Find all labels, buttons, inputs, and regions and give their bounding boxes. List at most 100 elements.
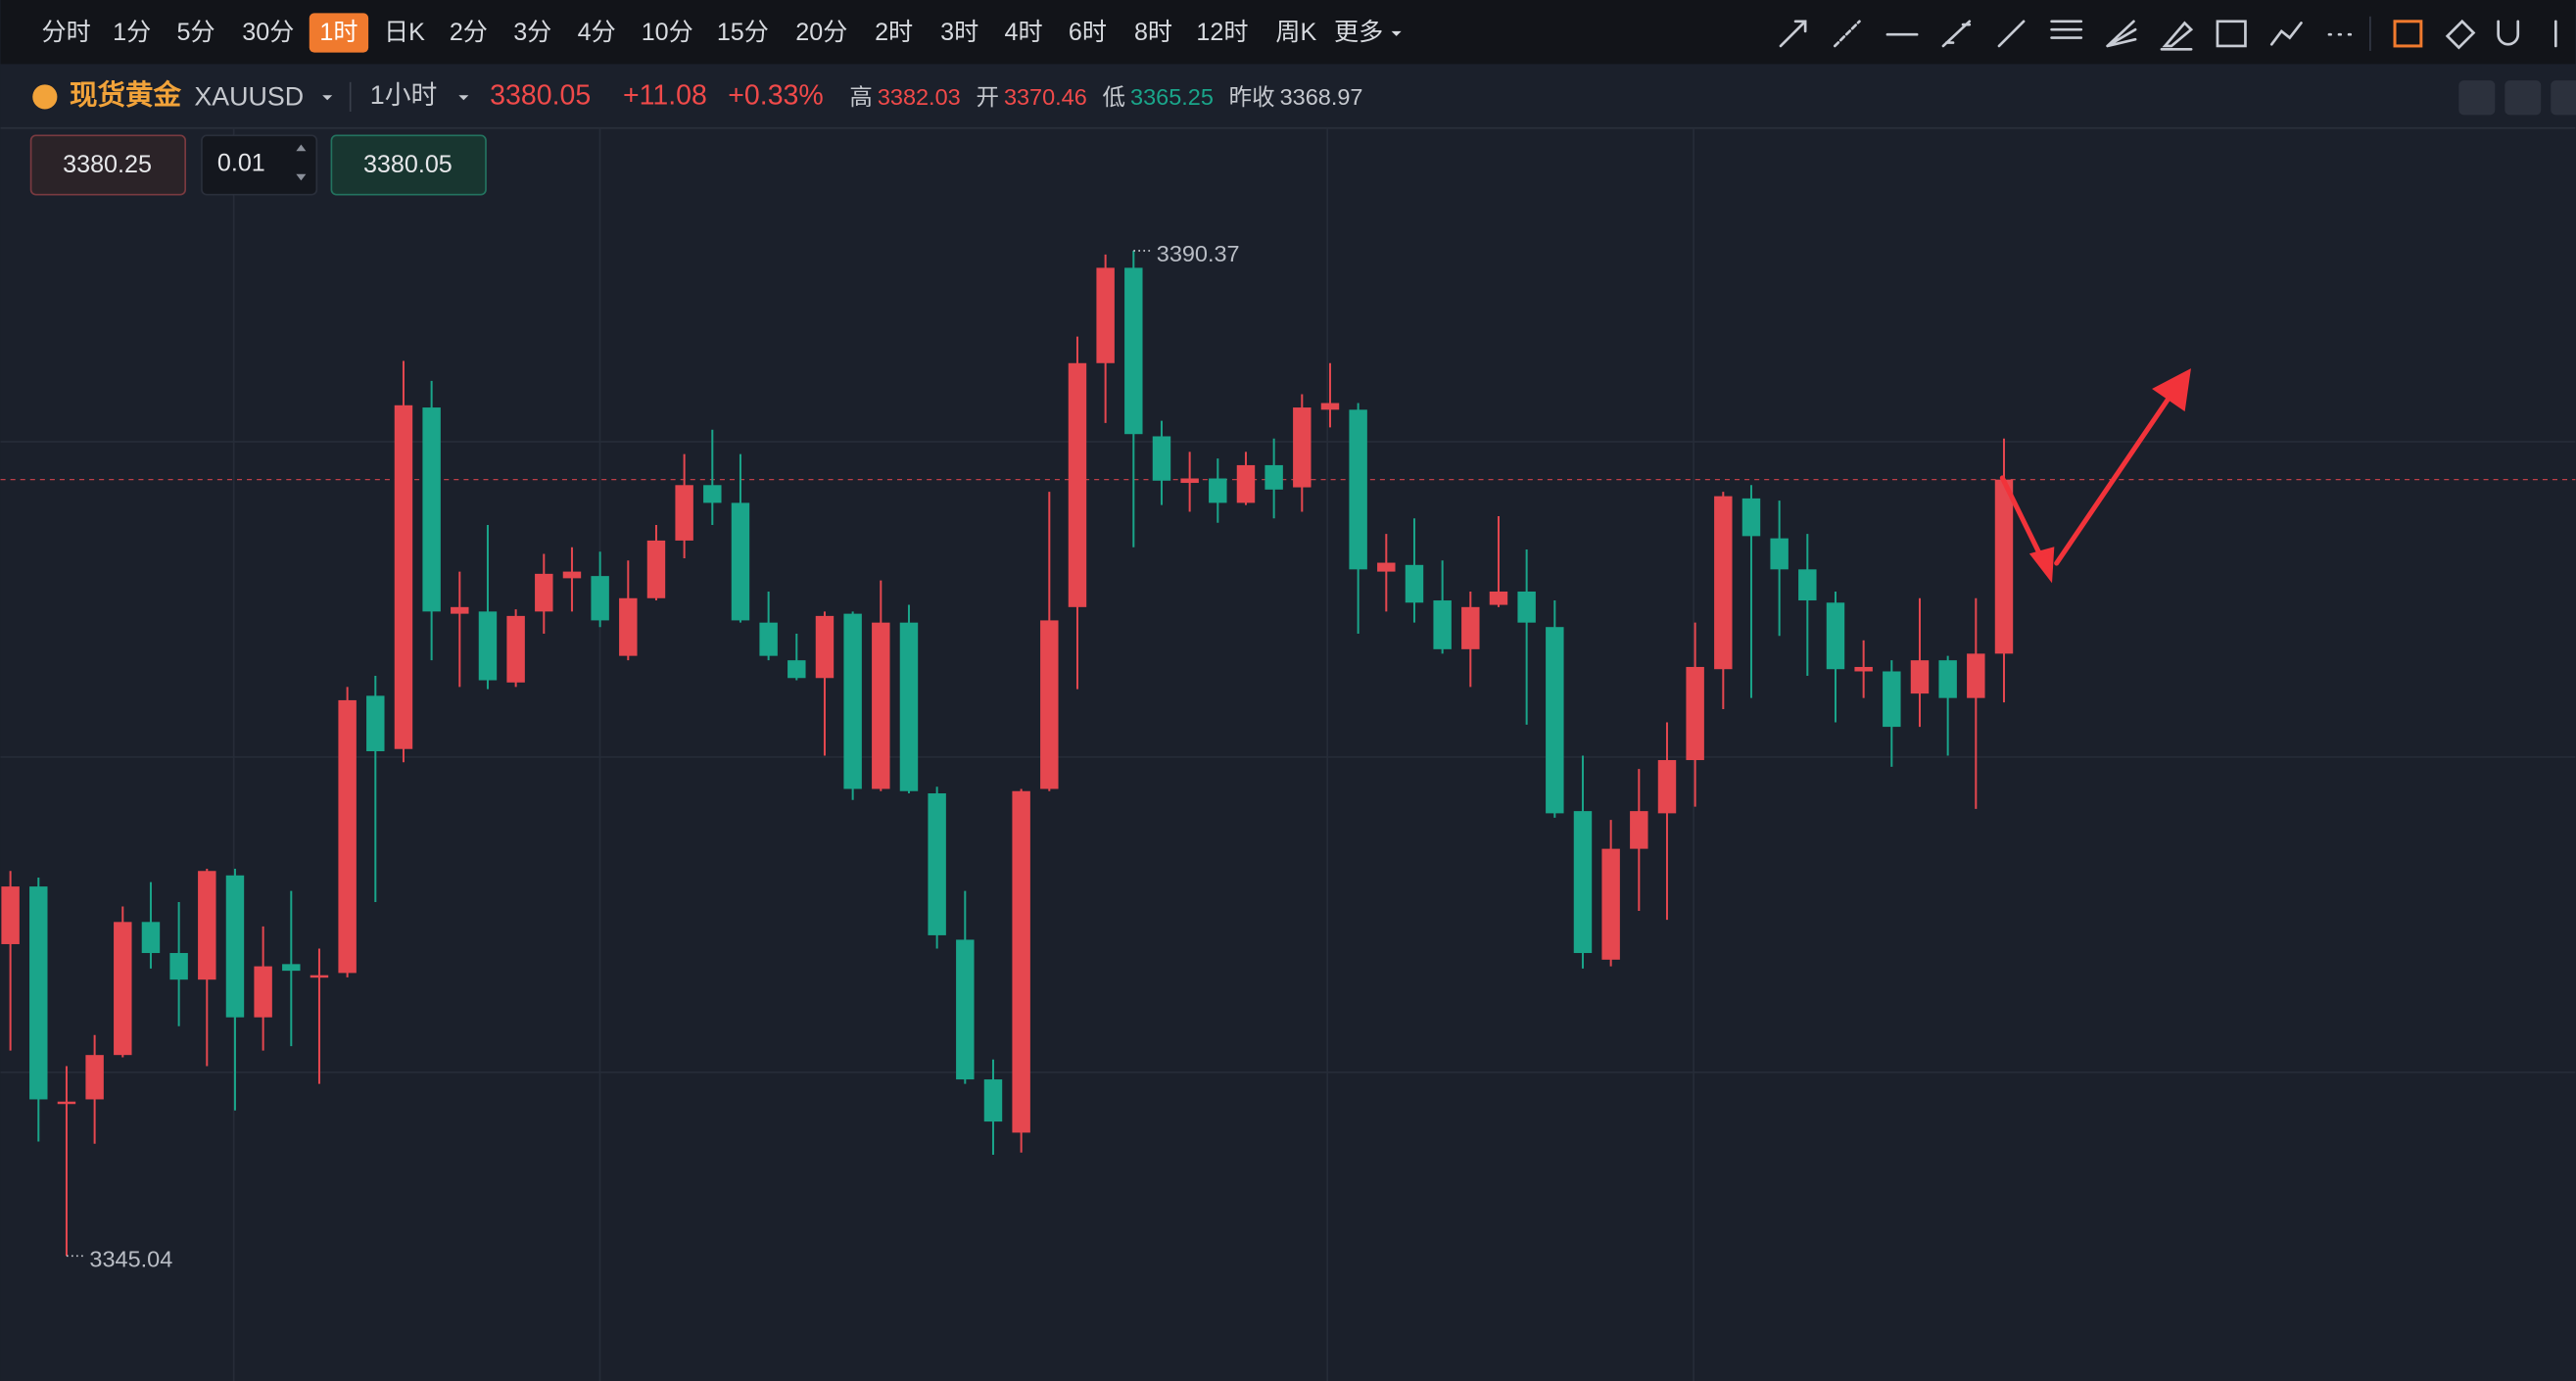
candle-body <box>1124 267 1143 435</box>
tool-eraser[interactable] <box>2445 19 2476 50</box>
candle-body <box>1630 811 1648 849</box>
arrow-stroke <box>1999 475 2048 568</box>
candle-body <box>646 540 666 598</box>
tool-arrow[interactable] <box>1779 20 1807 48</box>
tool-ray[interactable] <box>1833 20 1861 48</box>
stat-label: 高 <box>849 84 872 110</box>
interval-button[interactable]: 4时 <box>1005 19 1043 46</box>
annotation-arrow <box>1999 368 2191 584</box>
interval-button[interactable]: 2时 <box>875 19 913 46</box>
candle-body <box>1854 666 1873 672</box>
interval-button[interactable]: 日K <box>384 19 425 46</box>
candle-body <box>1209 478 1227 503</box>
grid <box>0 127 2576 1381</box>
candle-body <box>1657 760 1677 814</box>
interval-button[interactable]: 3时 <box>940 19 978 46</box>
high-label: 3390.37 <box>1157 241 1240 266</box>
interval-button[interactable]: 4分 <box>578 19 616 46</box>
candle-body <box>1741 498 1761 537</box>
stat-value: 3368.97 <box>1280 84 1363 110</box>
candle-body <box>1601 848 1620 960</box>
candle-body <box>619 597 638 656</box>
interval-button[interactable]: 30分 <box>242 19 294 46</box>
buy-price[interactable]: 3380.05 <box>363 151 453 178</box>
candle-body <box>1770 538 1789 570</box>
candle-body <box>1012 790 1030 1133</box>
low-label: 3345.04 <box>89 1247 172 1272</box>
candle-body <box>1377 562 1396 572</box>
qty-value[interactable]: 0.01 <box>217 149 265 176</box>
candle-body <box>815 615 835 679</box>
candle-body <box>1461 606 1480 649</box>
interval-button[interactable]: 12时 <box>1196 19 1248 46</box>
tool-segment[interactable] <box>1941 20 1972 48</box>
interval-button[interactable]: 3分 <box>513 19 551 46</box>
candle-body <box>1910 660 1930 694</box>
tool-pen[interactable] <box>2160 21 2194 51</box>
candle-body <box>843 613 862 789</box>
panel-button[interactable] <box>2551 80 2576 116</box>
candle-body <box>1040 620 1059 789</box>
sell-box[interactable] <box>29 134 187 196</box>
interval-button[interactable]: 15分 <box>717 19 769 46</box>
candle-body <box>366 695 385 751</box>
arrow-head <box>2028 547 2055 584</box>
arrow-head <box>2152 368 2191 412</box>
panel-button[interactable] <box>2504 80 2542 116</box>
interval-button[interactable]: 分时 <box>41 19 90 46</box>
interval-button[interactable]: 周K <box>1275 19 1316 46</box>
candle-body <box>57 1101 76 1105</box>
candle-body <box>85 1055 104 1100</box>
panel-button[interactable] <box>2458 80 2496 116</box>
interval-button[interactable]: 20分 <box>795 19 847 46</box>
interval-active-bg[interactable] <box>309 13 369 53</box>
candle-body <box>422 407 441 612</box>
interval-button[interactable]: 10分 <box>642 19 693 46</box>
interval-button[interactable]: 2分 <box>450 19 488 46</box>
candle-body <box>451 606 469 614</box>
interval-button[interactable]: 1分 <box>113 19 151 46</box>
candle-body <box>1320 403 1340 410</box>
quote-bar: 现货黄金 XAUUSD 1小时 3380.05 +11.08 +0.33% 高 … <box>32 78 2576 116</box>
stat-value: 3365.25 <box>1130 84 1214 110</box>
stat-value: 3382.03 <box>878 84 961 110</box>
qty-input[interactable] <box>201 134 318 196</box>
stat-value: 3370.46 <box>1004 84 1087 110</box>
buy-box[interactable] <box>330 134 487 196</box>
dropdown-caret <box>322 95 333 101</box>
interval-button[interactable]: 1时 <box>319 19 358 46</box>
interval-button[interactable]: 更多 <box>1334 19 1383 46</box>
order-panel: 3380.25 0.01 3380.05 <box>29 134 487 196</box>
tool-fib[interactable] <box>2050 20 2083 39</box>
candle-body <box>1180 478 1199 484</box>
candle-body <box>731 502 750 621</box>
symbol-code[interactable]: XAUUSD <box>194 82 304 112</box>
tool-line[interactable] <box>1997 20 2026 48</box>
sell-price[interactable]: 3380.25 <box>63 151 152 178</box>
interval-name[interactable]: 1小时 <box>370 80 438 110</box>
symbol-name[interactable]: 现货黄金 <box>70 78 182 111</box>
interval-button[interactable]: 5分 <box>177 19 215 46</box>
tool-edit[interactable] <box>2393 20 2423 48</box>
candle-body <box>1433 600 1452 649</box>
interval-button[interactable]: 8时 <box>1134 19 1172 46</box>
candle-body <box>1938 660 1957 698</box>
drawing-tools <box>1779 16 2557 51</box>
candle-body <box>1826 602 1845 670</box>
candle-body <box>787 660 806 679</box>
candle-body <box>282 964 301 972</box>
candle-body <box>759 622 778 656</box>
tool-image[interactable] <box>2216 20 2247 48</box>
candle-body <box>506 615 525 683</box>
interval-button[interactable]: 6时 <box>1069 19 1107 46</box>
candle-body <box>225 875 245 1018</box>
candle-body <box>1293 407 1312 488</box>
tool-magnet[interactable] <box>2497 20 2520 46</box>
tool-fan[interactable] <box>2106 20 2137 48</box>
candle-body <box>1686 666 1704 761</box>
tool-wave[interactable] <box>2269 22 2303 46</box>
candle-body <box>872 622 890 789</box>
dropdown-caret <box>458 95 469 101</box>
candle-body <box>1994 479 2014 654</box>
